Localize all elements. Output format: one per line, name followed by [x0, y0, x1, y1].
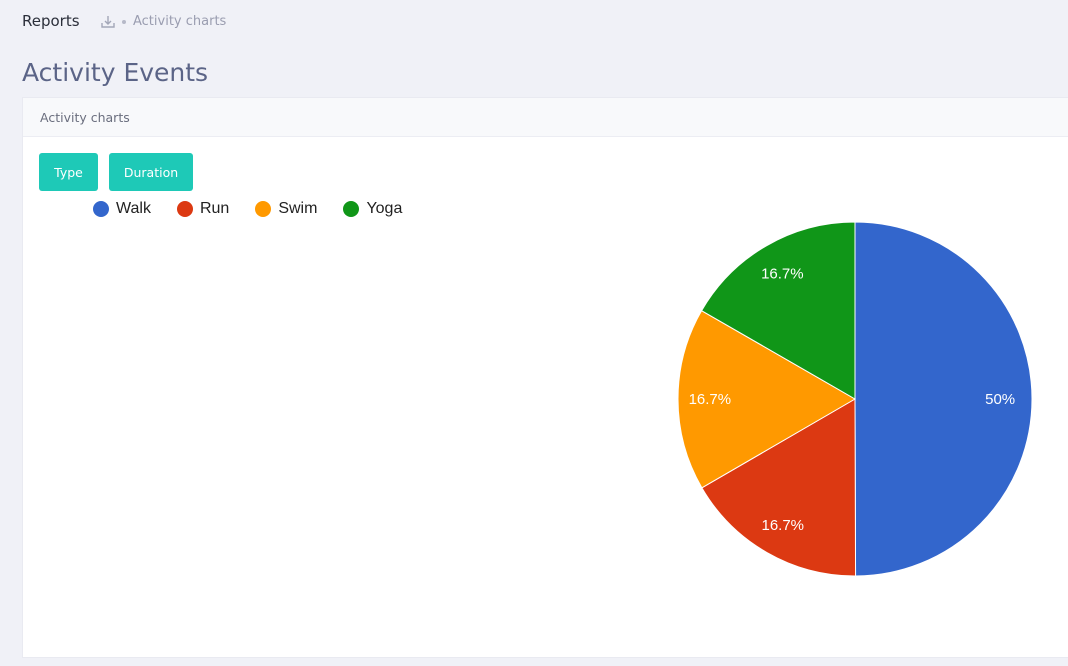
legend-label-walk: Walk — [116, 200, 151, 217]
legend-swatch-yoga — [343, 201, 360, 217]
legend-swatch-walk — [93, 201, 109, 217]
legend-item-yoga[interactable]: Yoga — [343, 200, 402, 218]
card-header-label: Activity charts — [40, 109, 130, 125]
breadcrumb[interactable]: Activity charts — [133, 14, 227, 29]
chart-card: Activity charts Type Duration Walk Run S… — [22, 97, 1068, 658]
pie-label-yoga: 16.7% — [761, 265, 804, 282]
page-title: Activity Events — [22, 58, 209, 87]
legend-label-run: Run — [199, 200, 230, 217]
download-icon[interactable] — [100, 14, 116, 30]
top-bar: Reports Activity charts — [0, 0, 1068, 44]
chart-legend: Walk Run Swim Yoga — [93, 198, 428, 220]
pie-label-walk: 50% — [985, 391, 1015, 408]
legend-item-run[interactable]: Run — [176, 200, 230, 218]
legend-label-swim: Swim — [278, 200, 318, 217]
pie-slice-yoga[interactable] — [700, 221, 856, 400]
breadcrumb-separator — [122, 20, 126, 24]
legend-swatch-run — [176, 201, 193, 217]
legend-swatch-swim — [255, 201, 272, 217]
pie-chart: 50% 16.7% 16.7% 16.7% — [677, 221, 1033, 577]
pie-slice-walk[interactable] — [854, 221, 1033, 577]
pie-slice-swim[interactable] — [677, 309, 856, 489]
type-button[interactable]: Type — [39, 153, 98, 191]
duration-button[interactable]: Duration — [109, 153, 193, 191]
legend-item-walk[interactable]: Walk — [93, 200, 151, 218]
pie-label-swim: 16.7% — [689, 391, 732, 408]
legend-label-yoga: Yoga — [366, 200, 403, 217]
pie-slice-run[interactable] — [701, 398, 857, 577]
app-title: Reports — [22, 12, 80, 30]
pie-label-run: 16.7% — [761, 517, 804, 534]
legend-item-swim[interactable]: Swim — [255, 200, 317, 218]
card-header: Activity charts — [23, 98, 1068, 137]
